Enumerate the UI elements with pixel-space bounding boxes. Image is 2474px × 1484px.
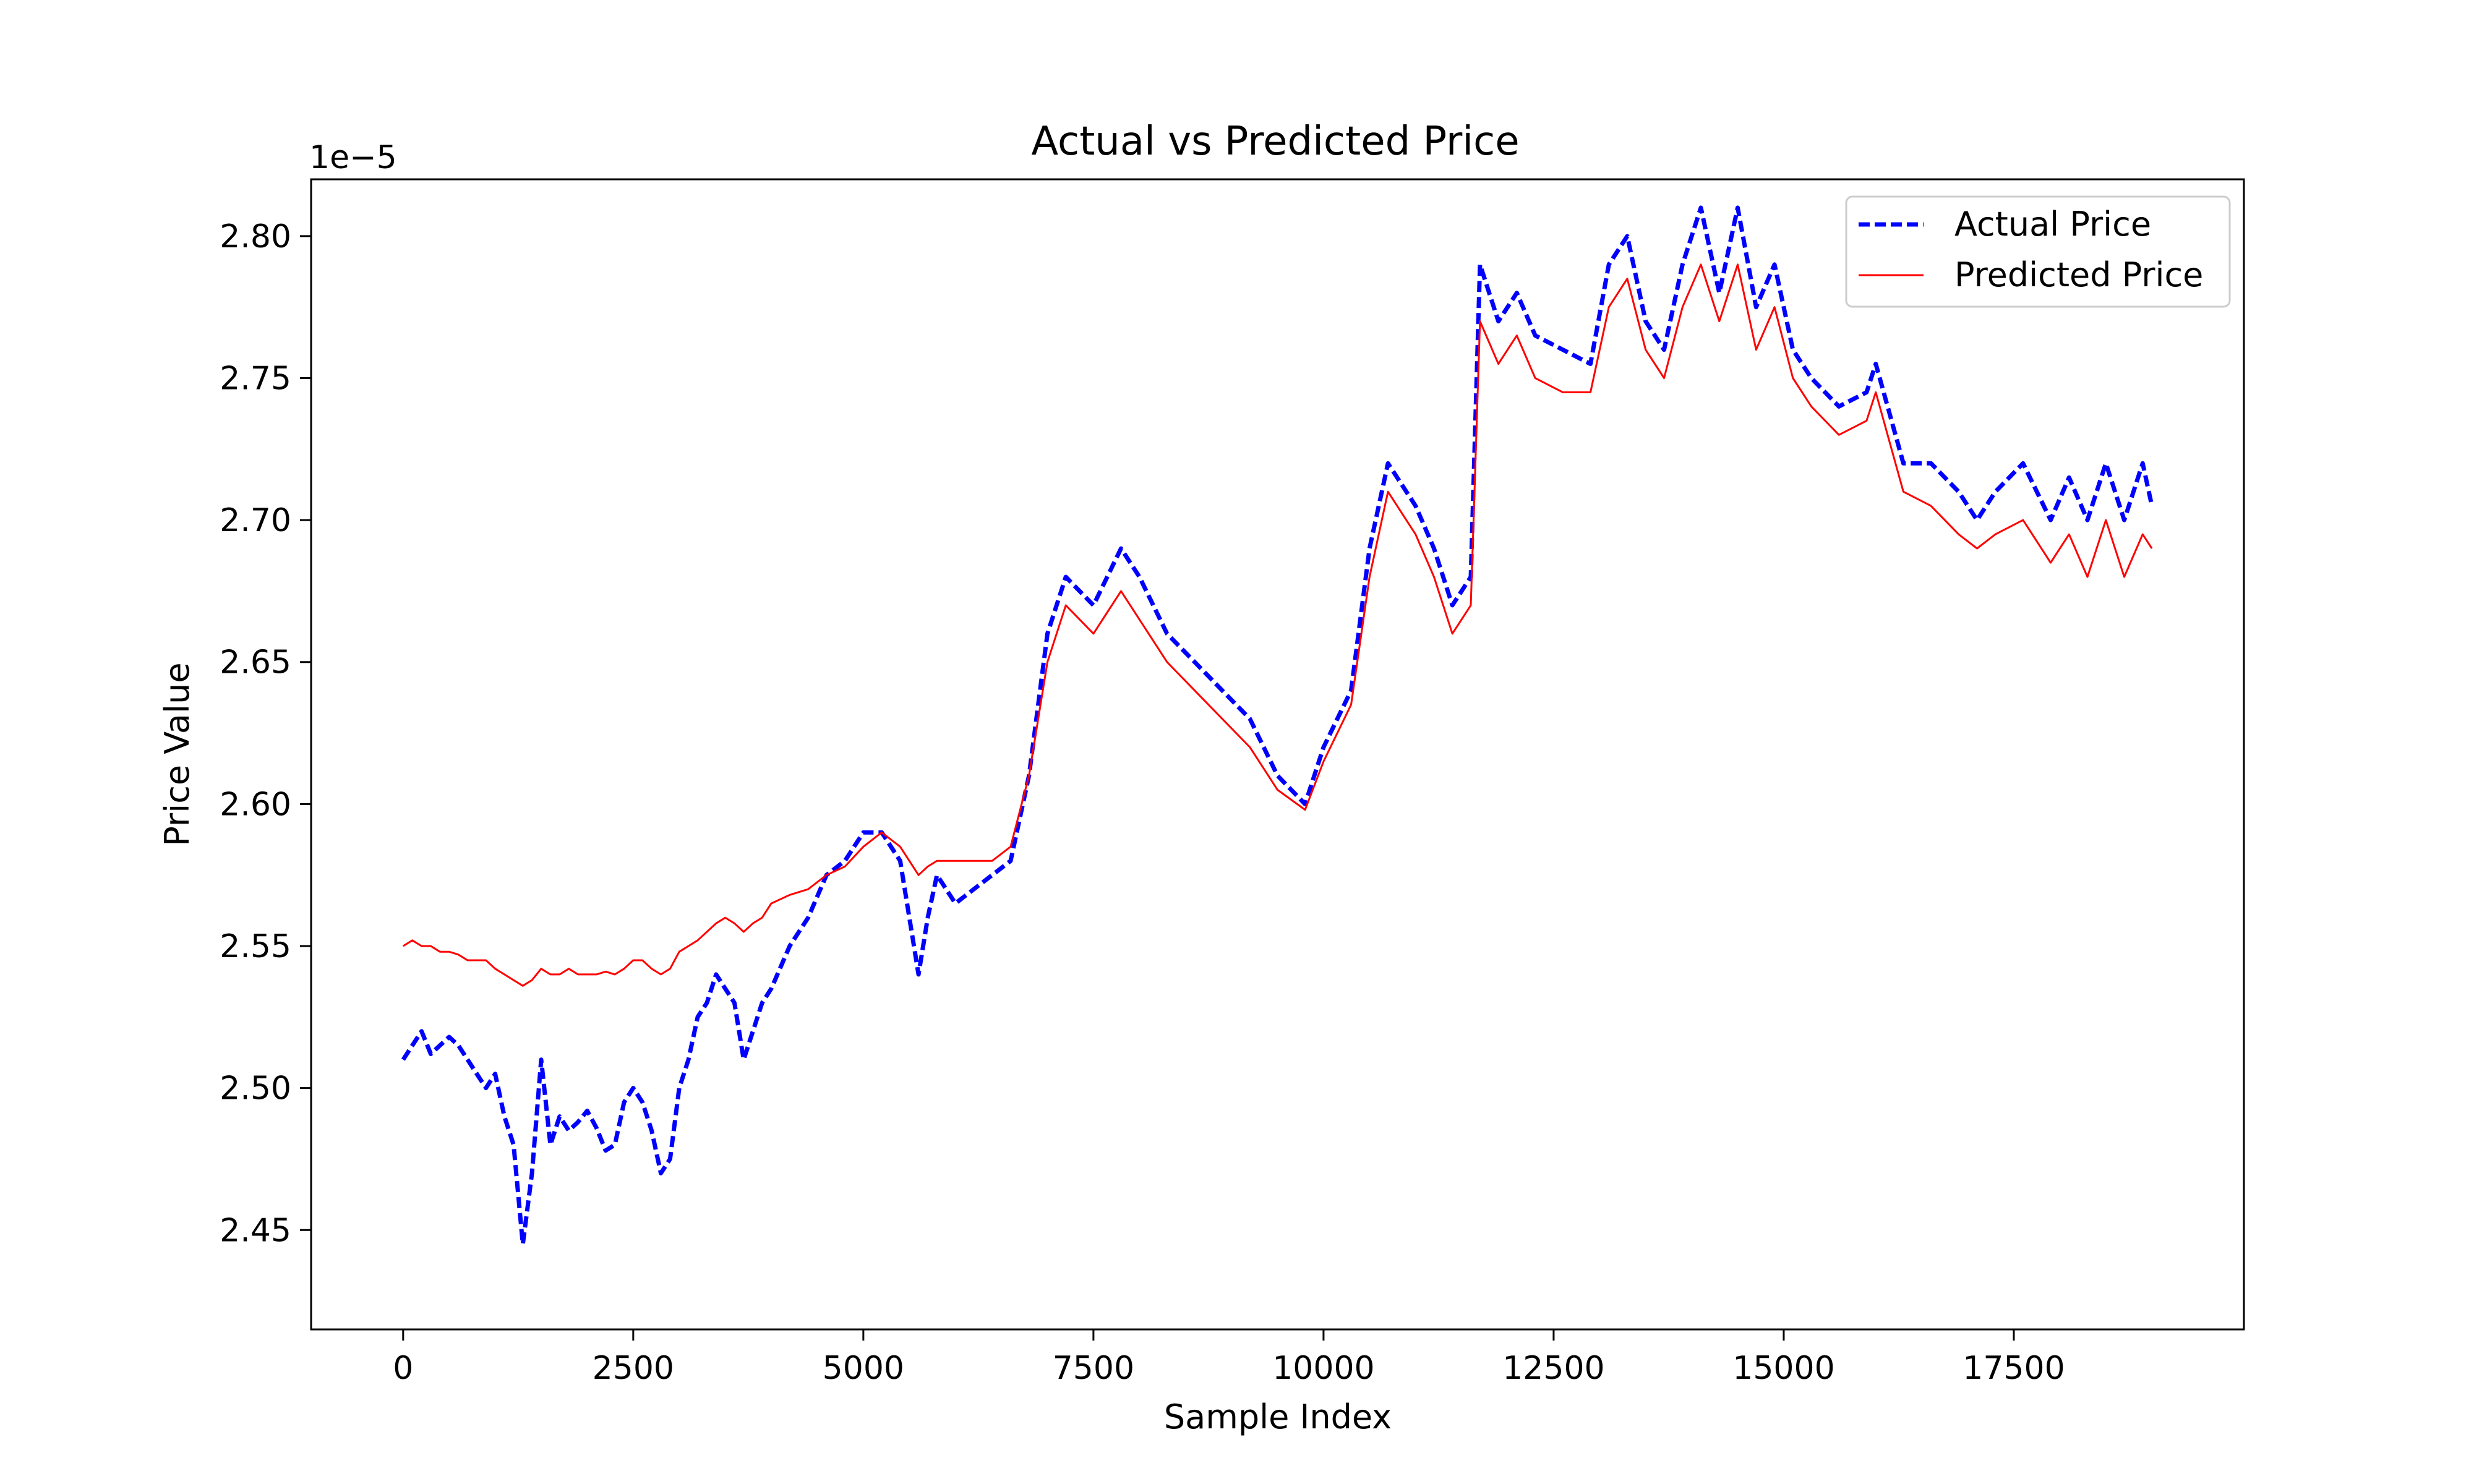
plot-area: 0 2500 5000 7500 10000 12500 15000 17500 2.452.… <box>220 178 2245 1387</box>
legend: Actual Price Predicted Price <box>1845 195 2231 308</box>
x-tick-label: 5000 <box>823 1350 904 1387</box>
y-tick-label: 2.65 <box>220 644 291 681</box>
x-tick-label: 7500 <box>1053 1350 1134 1387</box>
legend-predicted-label: Predicted Price <box>1954 255 2203 294</box>
legend-box <box>1845 195 2231 308</box>
x-tick-label: 2500 <box>593 1350 674 1387</box>
y-tick-label: 2.55 <box>220 928 291 965</box>
y-tick-label: 2.50 <box>220 1070 291 1107</box>
x-tick-label: 17500 <box>1963 1350 2065 1387</box>
chart-title: Actual vs Predicted Price <box>1031 119 1519 164</box>
x-axis-ticks: 0 2500 5000 7500 10000 12500 15000 17500 <box>393 1329 2065 1387</box>
actual-price-line <box>401 205 2154 1247</box>
y-tick-label: 2.70 <box>220 502 291 539</box>
predicted-price-line <box>403 263 2153 987</box>
plot-frame <box>310 178 2245 1331</box>
legend-actual-label: Actual Price <box>1954 205 2151 244</box>
y-axis-label: Price Value <box>158 662 197 846</box>
series-layer <box>401 205 2154 1247</box>
y-offset-label: 1e−5 <box>309 139 397 176</box>
x-tick-label: 0 <box>393 1350 413 1387</box>
x-tick-label: 10000 <box>1272 1350 1374 1387</box>
y-tick-label: 2.60 <box>220 786 291 823</box>
x-tick-label: 15000 <box>1732 1350 1834 1387</box>
y-tick-label: 2.75 <box>220 360 291 397</box>
y-axis-ticks: 2.45 2.50 2.55 2.60 2.65 2.70 2.75 2.80 <box>220 218 311 1249</box>
x-tick-label: 12500 <box>1502 1350 1604 1387</box>
y-tick-label: 2.80 <box>220 218 291 255</box>
y-tick-label: 2.45 <box>220 1212 291 1249</box>
x-axis-label: Sample Index <box>1164 1397 1392 1436</box>
